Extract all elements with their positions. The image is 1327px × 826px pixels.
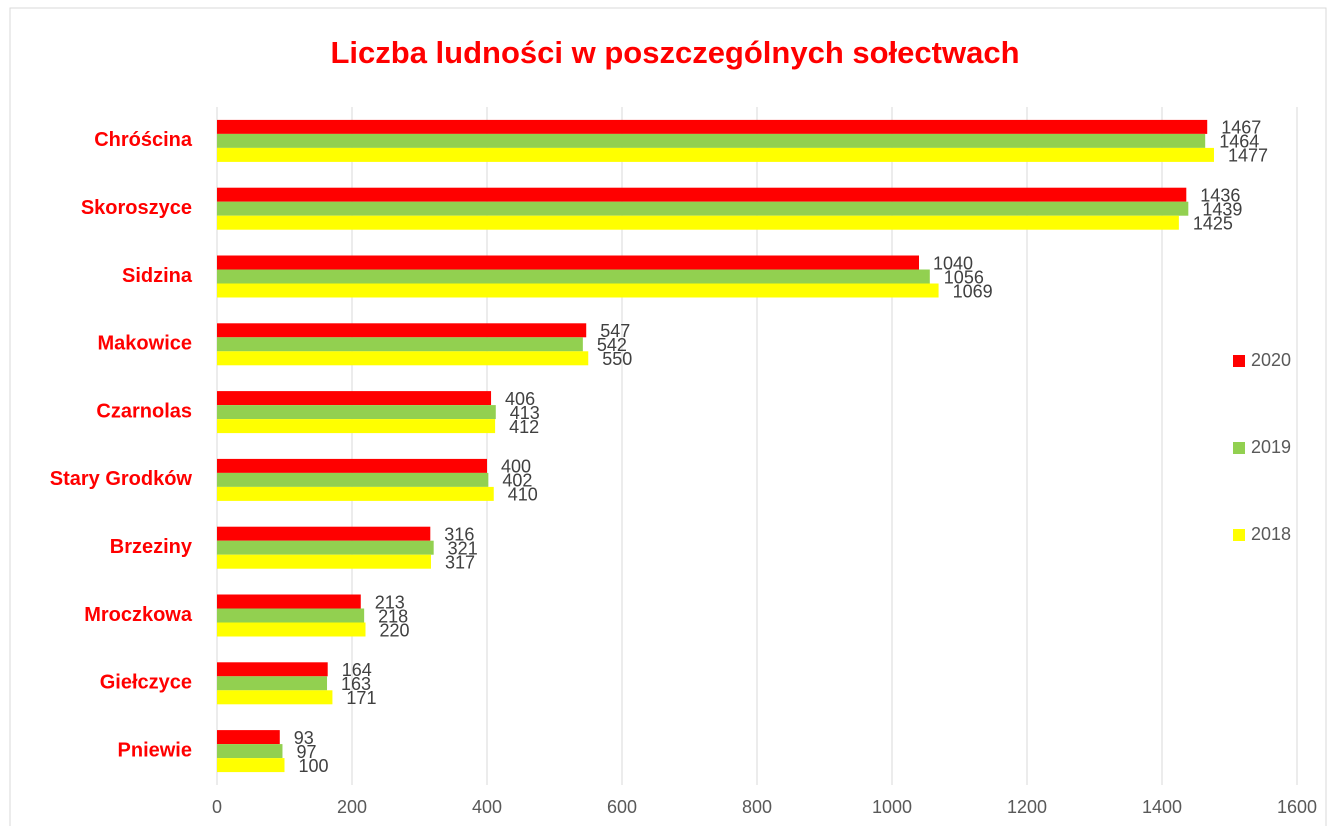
y-tick-label: Pniewie xyxy=(118,739,192,761)
bar xyxy=(217,147,1214,162)
bar xyxy=(217,405,496,420)
y-tick-label: Mroczkowa xyxy=(84,604,193,626)
x-tick-label: 200 xyxy=(337,797,367,817)
bar xyxy=(217,133,1206,148)
data-label: 213 xyxy=(375,592,405,612)
chart-title: Liczba ludności w poszczególnych sołectw… xyxy=(330,35,1019,70)
y-tick-label: Brzeziny xyxy=(110,536,193,558)
bar xyxy=(217,337,583,352)
data-label: 100 xyxy=(299,756,329,776)
data-label: 1436 xyxy=(1200,185,1240,205)
y-tick-label: Czarnolas xyxy=(96,400,192,422)
bar xyxy=(217,391,492,406)
bar xyxy=(217,744,283,759)
data-label: 171 xyxy=(346,688,376,708)
y-tick-label: Stary Grodków xyxy=(50,468,193,490)
data-label: 1464 xyxy=(1219,132,1259,152)
y-tick-label: Skoroszyce xyxy=(81,197,192,219)
data-label: 412 xyxy=(509,417,539,437)
bar xyxy=(217,540,434,555)
data-label: 1056 xyxy=(944,267,984,287)
bar xyxy=(217,323,587,338)
x-tick-label: 800 xyxy=(742,797,772,817)
bar xyxy=(217,730,280,745)
data-label: 1467 xyxy=(1221,118,1261,138)
bar xyxy=(217,255,919,270)
data-label: 163 xyxy=(341,674,371,694)
x-tick-label: 1000 xyxy=(872,797,912,817)
bar xyxy=(217,283,939,298)
bar xyxy=(217,622,366,637)
data-label: 1439 xyxy=(1202,199,1242,219)
bar xyxy=(217,472,489,487)
data-label: 1425 xyxy=(1193,213,1233,233)
bar xyxy=(217,269,930,284)
legend-label: 2020 xyxy=(1251,350,1291,370)
x-tick-label: 0 xyxy=(212,797,222,817)
bar xyxy=(217,458,487,473)
legend-swatch xyxy=(1233,355,1245,367)
data-label: 93 xyxy=(294,728,314,748)
legend-swatch xyxy=(1233,529,1245,541)
legend-label: 2019 xyxy=(1251,437,1291,457)
x-tick-label: 1200 xyxy=(1007,797,1047,817)
bar xyxy=(217,201,1189,216)
y-tick-label: Makowice xyxy=(98,333,192,355)
bar xyxy=(217,119,1208,134)
data-label: 400 xyxy=(501,457,531,477)
data-label: 406 xyxy=(505,389,535,409)
y-tick-label: Giełczyce xyxy=(100,672,192,694)
bar xyxy=(217,676,328,691)
data-label: 413 xyxy=(510,403,540,423)
y-tick-label: Sidzina xyxy=(122,265,193,287)
data-label: 220 xyxy=(380,620,410,640)
legend-label: 2018 xyxy=(1251,524,1291,544)
data-label: 97 xyxy=(296,742,316,762)
bar xyxy=(217,351,589,366)
legend-swatch xyxy=(1233,442,1245,454)
bar xyxy=(217,187,1187,202)
x-tick-label: 600 xyxy=(607,797,637,817)
bar xyxy=(217,690,333,705)
data-label: 164 xyxy=(342,660,372,680)
data-label: 316 xyxy=(444,524,474,544)
x-tick-label: 1600 xyxy=(1277,797,1317,817)
bar xyxy=(217,419,496,434)
bar xyxy=(217,608,365,623)
bar xyxy=(217,594,361,609)
bar xyxy=(217,526,431,541)
data-label: 410 xyxy=(508,485,538,505)
bar xyxy=(217,662,328,677)
bar xyxy=(217,486,494,501)
data-label: 218 xyxy=(378,606,408,626)
data-label: 1069 xyxy=(953,281,993,301)
y-tick-label: Chróścina xyxy=(94,129,193,151)
bar xyxy=(217,758,285,773)
data-label: 547 xyxy=(600,321,630,341)
bar xyxy=(217,215,1179,230)
data-label: 321 xyxy=(448,538,478,558)
bar xyxy=(217,554,431,569)
x-tick-label: 1400 xyxy=(1142,797,1182,817)
data-label: 402 xyxy=(502,471,532,491)
data-label: 1477 xyxy=(1228,146,1268,166)
data-label: 1040 xyxy=(933,253,973,273)
x-tick-label: 400 xyxy=(472,797,502,817)
data-label: 317 xyxy=(445,552,475,572)
data-label: 542 xyxy=(597,335,627,355)
data-label: 550 xyxy=(602,349,632,369)
